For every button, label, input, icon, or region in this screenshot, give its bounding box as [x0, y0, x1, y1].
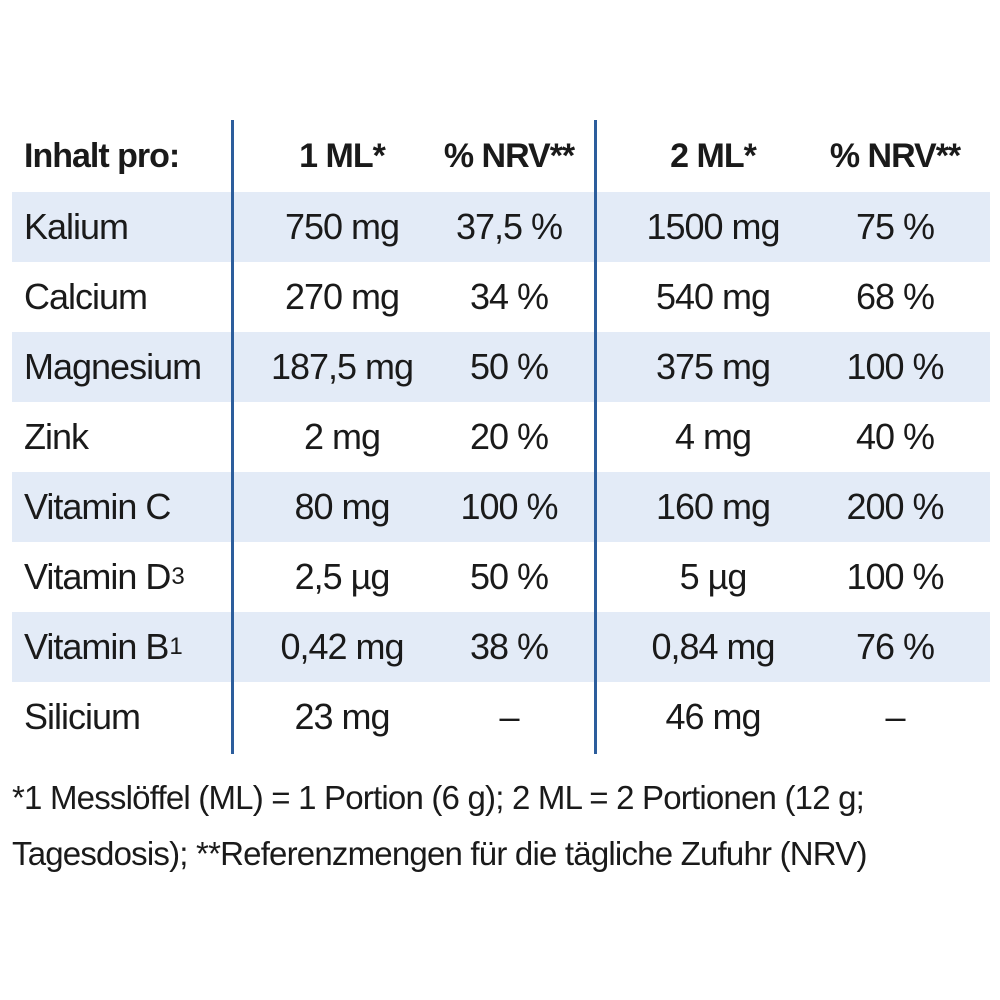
nrv-2ml: 200 %	[846, 486, 944, 527]
header-2ml: 2 ML*	[670, 136, 757, 175]
nutrient-name: Magnesium	[24, 332, 234, 402]
amount-1ml: 750 mg	[284, 206, 400, 247]
nrv-1ml: 50 %	[469, 346, 549, 387]
amount-1ml: 0,42 mg	[280, 626, 404, 667]
amount-2ml: 5 µg	[679, 556, 748, 597]
table-row: Calcium 270 mg 34 % 540 mg 68 %	[12, 262, 990, 332]
nrv-2ml: –	[885, 696, 905, 737]
header-nrv-1ml: % NRV**	[443, 136, 575, 175]
table-row: Kalium 750 mg 37,5 % 1500 mg 75 %	[12, 192, 990, 262]
table-row: Silicium 23 mg – 46 mg –	[12, 682, 990, 752]
nutrient-name-text: Silicium	[24, 696, 141, 737]
nrv-1ml: –	[499, 696, 519, 737]
amount-2ml: 160 mg	[655, 486, 771, 527]
amount-2ml: 1500 mg	[646, 206, 780, 247]
nrv-2ml: 40 %	[855, 416, 935, 457]
amount-2ml: 4 mg	[674, 416, 752, 457]
amount-1ml: 80 mg	[294, 486, 390, 527]
nrv-1ml: 20 %	[469, 416, 549, 457]
amount-1ml: 23 mg	[294, 696, 390, 737]
column-divider	[231, 120, 234, 754]
amount-1ml: 2 mg	[303, 416, 381, 457]
nutrient-name-text: Kalium	[24, 206, 129, 247]
nutrient-name-text: Zink	[24, 416, 89, 457]
nutrient-name: Vitamin C	[24, 472, 234, 542]
amount-1ml: 187,5 mg	[270, 346, 414, 387]
table-row: Vitamin D 3 2,5 µg 50 % 5 µg 100 %	[12, 542, 990, 612]
nrv-1ml: 34 %	[469, 276, 549, 317]
nutrient-name-text: Vitamin C	[24, 486, 171, 527]
nrv-2ml: 100 %	[846, 556, 944, 597]
amount-2ml: 0,84 mg	[651, 626, 775, 667]
nrv-1ml: 38 %	[469, 626, 549, 667]
nutrient-name: Zink	[24, 402, 234, 472]
header-label: Inhalt pro:	[24, 136, 180, 175]
nutrient-name: Calcium	[24, 262, 234, 332]
nrv-1ml: 50 %	[469, 556, 549, 597]
nrv-2ml: 76 %	[855, 626, 935, 667]
nutrient-name-text: Vitamin B	[24, 626, 169, 667]
nutrition-table: Inhalt pro: 1 ML* % NRV** 2 ML* % NRV** …	[12, 120, 990, 752]
nrv-1ml: 100 %	[460, 486, 558, 527]
table-row: Zink 2 mg 20 % 4 mg 40 %	[12, 402, 990, 472]
amount-2ml: 375 mg	[655, 346, 771, 387]
table-header-row: Inhalt pro: 1 ML* % NRV** 2 ML* % NRV**	[12, 120, 990, 192]
amount-2ml: 46 mg	[665, 696, 761, 737]
footnote: *1 Messlöffel (ML) = 1 Portion (6 g); 2 …	[12, 779, 867, 872]
table-row: Vitamin C 80 mg 100 % 160 mg 200 %	[12, 472, 990, 542]
amount-1ml: 270 mg	[284, 276, 400, 317]
nutrient-name-text: Vitamin D	[24, 556, 171, 597]
table-row: Vitamin B 1 0,42 mg 38 % 0,84 mg 76 %	[12, 612, 990, 682]
nutrient-name: Kalium	[24, 192, 234, 262]
nrv-2ml: 75 %	[855, 206, 935, 247]
header-1ml: 1 ML*	[299, 136, 386, 175]
nrv-2ml: 100 %	[846, 346, 944, 387]
table-body: Kalium 750 mg 37,5 % 1500 mg 75 % Calcium 270 …	[12, 192, 990, 752]
nutrient-name: Silicium	[24, 682, 234, 752]
column-divider	[594, 120, 597, 754]
header-nrv-2ml: % NRV**	[829, 136, 961, 175]
amount-2ml: 540 mg	[655, 276, 771, 317]
nrv-2ml: 68 %	[855, 276, 935, 317]
nutrient-name-text: Calcium	[24, 276, 148, 317]
nutrient-name-text: Magnesium	[24, 346, 202, 387]
table-row: Magnesium 187,5 mg 50 % 375 mg 100 %	[12, 332, 990, 402]
amount-1ml: 2,5 µg	[294, 556, 391, 597]
nrv-1ml: 37,5 %	[455, 206, 563, 247]
